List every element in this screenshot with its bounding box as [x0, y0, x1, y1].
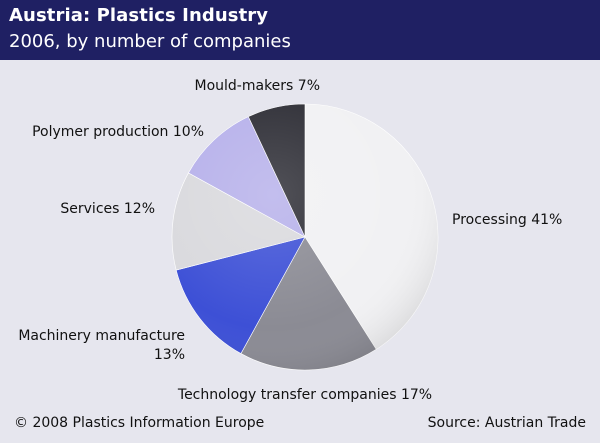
pie-label-mould-makers: Mould-makers 7%: [195, 78, 321, 94]
source-text: Source: Austrian Trade: [427, 415, 586, 431]
pie-label-technology: Technology transfer companies 17%: [177, 387, 432, 403]
pie-label-processing: Processing 41%: [452, 212, 562, 228]
chart-title: Austria: Plastics Industry: [9, 5, 269, 26]
pie-label-polymer: Polymer production 10%: [32, 124, 204, 140]
chart-header: Austria: Plastics Industry 2006, by numb…: [0, 0, 600, 60]
copyright-text: © 2008 Plastics Information Europe: [14, 415, 265, 431]
pie-label-services: Services 12%: [60, 201, 155, 217]
chart-subtitle: 2006, by number of companies: [9, 31, 291, 52]
pie-label-machinery: Machinery manufacture 13%: [18, 328, 185, 363]
